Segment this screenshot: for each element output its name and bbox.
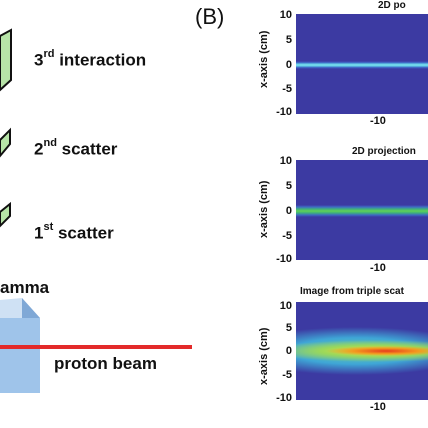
label-1st-scatter: 1st scatter xyxy=(34,221,114,243)
panel-2-ytick-0: 0 xyxy=(285,205,292,217)
panel-3-ytick-m10: -10 xyxy=(276,392,292,404)
detector-plane-2 xyxy=(0,127,11,158)
label-3rd-interaction: 3rd interaction xyxy=(34,48,147,70)
detector-schematic xyxy=(0,28,192,393)
label-gamma: amma xyxy=(0,278,50,297)
panel-1-ytick-5: 5 xyxy=(285,34,292,46)
panel-1-ytick-m10: -10 xyxy=(276,106,292,118)
phantom-cube-front xyxy=(0,318,40,393)
detector-plane-3 xyxy=(0,28,12,92)
panel-3-title: Image from triple scat xyxy=(300,286,404,297)
panel-3-heatmap xyxy=(296,302,428,400)
panel-1-title: 2D po xyxy=(378,0,406,11)
panel-1-ytick-m5: -5 xyxy=(282,83,292,95)
panel-3-ytick-m5: -5 xyxy=(282,369,292,381)
panel-1-xtick: -10 xyxy=(370,115,386,127)
label-proton-beam: proton beam xyxy=(54,354,157,373)
panel-2-ytick-m5: -5 xyxy=(282,230,292,242)
panel-2-heatmap xyxy=(296,160,428,260)
panel-3-xtick: -10 xyxy=(370,401,386,413)
panel-1-heatmap xyxy=(296,14,428,114)
panel-1-ytick-0: 0 xyxy=(285,59,292,71)
detector-plane-1 xyxy=(0,201,11,228)
panel-2-ylabel: x-axis (cm) xyxy=(258,180,270,238)
panel-3-ylabel: x-axis (cm) xyxy=(258,327,270,385)
panel-2-title: 2D projection xyxy=(352,146,416,157)
panel-3-ytick-10: 10 xyxy=(279,300,292,312)
panel-2-ytick-5: 5 xyxy=(285,180,292,192)
label-2nd-scatter: 2nd scatter xyxy=(34,137,118,159)
panel-3-ytick-5: 5 xyxy=(285,322,292,334)
panel-3-ytick-0: 0 xyxy=(285,345,292,357)
panel-b-label: (B) xyxy=(195,4,225,29)
panel-2-xtick: -10 xyxy=(370,262,386,274)
panel-1-ylabel: x-axis (cm) xyxy=(258,30,270,88)
panel-2-ytick-m10: -10 xyxy=(276,253,292,265)
panel-1-ytick-10: 10 xyxy=(279,9,292,21)
panel-2-ytick-10: 10 xyxy=(279,155,292,167)
